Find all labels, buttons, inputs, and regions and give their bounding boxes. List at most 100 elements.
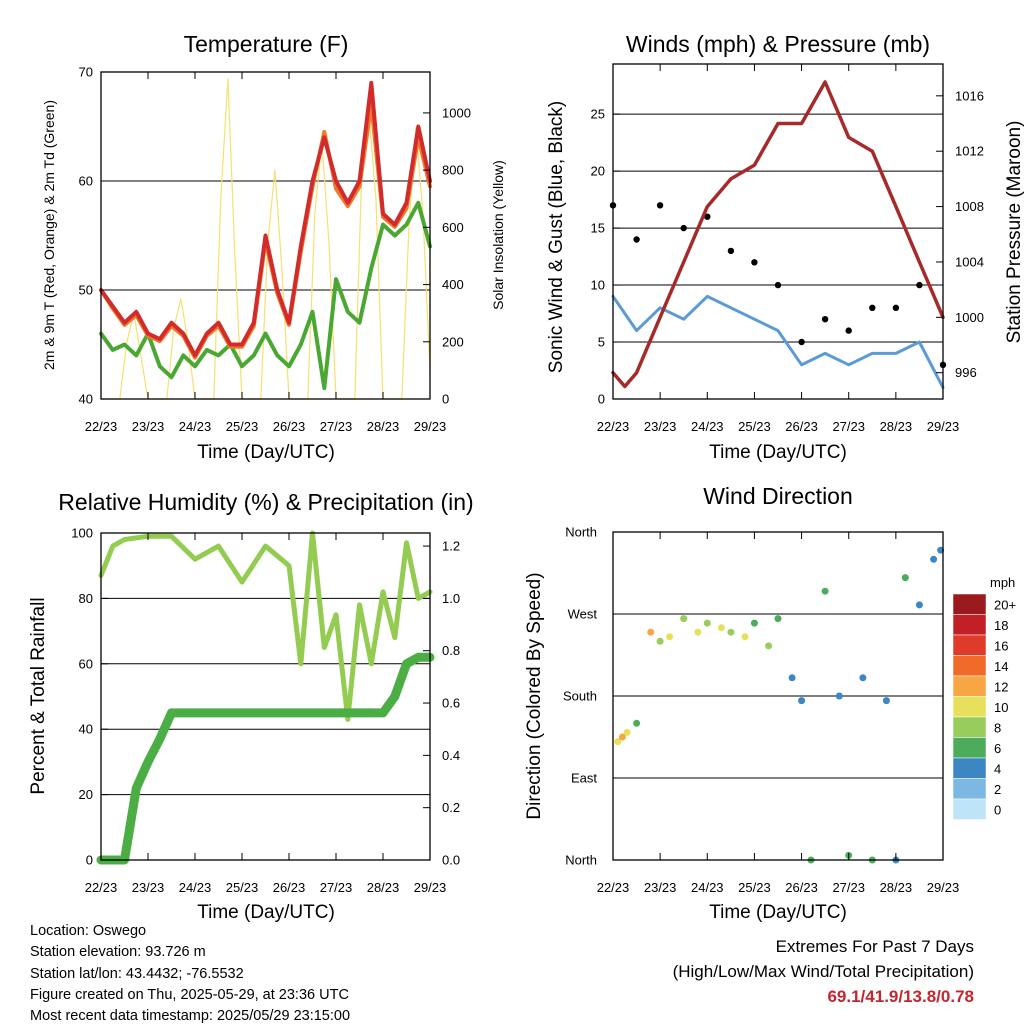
y-tick-label: 20 [79,787,93,802]
legend-label: 14 [994,659,1008,674]
legend-label: 6 [994,741,1001,756]
y2-tick-label: 1.0 [442,591,460,606]
gust-point [869,304,876,311]
humidity-line [98,530,433,722]
x-tick-label: 26/23 [273,880,306,895]
x-tick-label: 23/23 [644,880,677,895]
x-tick-label: 27/23 [832,880,865,895]
direction-point [882,697,890,705]
direction-point [798,697,806,705]
winds-title: Winds (mph) & Pressure (mb) [626,31,930,57]
gust-point [798,338,805,346]
x-tick-label: 23/23 [132,419,165,434]
rainfall-line [96,652,435,865]
x-tick-label: 28/23 [880,880,913,895]
x-tick-label: 27/23 [832,419,865,434]
direction-point [666,633,674,641]
y-tick-label: 15 [591,221,605,236]
direction-point [859,674,867,682]
y-tick-label: 5 [598,335,605,350]
y2-tick-label: 0.8 [442,643,460,658]
humidity-plot-frame [100,532,431,861]
x-tick-label: 25/23 [226,880,259,895]
x-tick-label: 24/23 [691,880,724,895]
y-tick-label: 40 [79,392,93,407]
legend-label: 18 [994,618,1008,633]
pressure-line [611,80,945,389]
legend-swatch [952,634,987,656]
legend-swatch [952,757,987,779]
y2-tick-label: 400 [442,277,464,292]
y-tick-label: South [563,689,597,704]
direction-xlabel: Time (Day/UTC) [709,902,847,923]
x-tick-label: 25/23 [738,880,771,895]
gust-point [916,281,923,289]
winds-ylabel: Sonic Wind & Gust (Blue, Black) [546,101,567,373]
temperature-xlabel: Time (Day/UTC) [197,442,335,463]
y-tick-label: 10 [591,278,605,293]
temperature-y2label: Solar Insolation (Yellow) [490,160,506,310]
recent-text: Most recent data timestamp: 2025/05/29 2… [30,1008,351,1025]
direction-point [750,619,758,627]
gust-point [680,224,687,232]
y-tick-label: 60 [79,656,93,671]
y-tick-label: 0 [598,392,605,407]
x-tick-label: 28/23 [367,419,400,434]
x-tick-label: 22/23 [85,419,118,434]
gust-point [845,327,852,334]
extremes-title: Extremes For Past 7 Days [775,937,974,956]
y2-tick-label: 1000 [955,310,984,325]
x-tick-label: 24/23 [179,880,212,895]
legend-label: 4 [994,761,1001,776]
y2-tick-label: 600 [442,220,464,235]
humidity-xlabel: Time (Day/UTC) [197,902,335,923]
y-tick-label: 100 [71,526,93,541]
extremes-box: Extremes For Past 7 Days (High/Low/Max W… [673,934,974,1009]
y2-tick-label: 0.4 [442,748,460,763]
direction-point [656,637,664,645]
legend-swatch [952,614,987,636]
y2-tick-label: 200 [442,334,464,349]
direction-point [727,628,735,636]
y2-tick-label: 0.2 [442,800,460,815]
elevation-text: Station elevation: 93.726 m [30,944,206,961]
x-tick-label: 29/23 [414,419,447,434]
direction-point [741,633,749,641]
temperature-plot-frame [100,71,431,400]
y-tick-label: North [565,525,597,540]
speed-legend: mph 20+ 18 16 14 12 10 8 6 4 2 0 [952,575,1016,820]
x-tick-label: 26/23 [785,419,818,434]
direction-ylabel: Direction (Colored By Speed) [524,572,545,819]
legend-label: 10 [994,700,1008,715]
gust-point [821,316,829,323]
dewpoint-line [99,200,432,391]
y-tick-label: North [565,853,597,868]
legend-swatch [952,655,987,677]
legend-swatch [952,778,987,800]
y-tick-label: West [568,607,598,622]
x-tick-label: 24/23 [179,419,212,434]
gust-point [656,202,664,209]
direction-point [930,555,938,563]
legend-label: 8 [994,720,1001,735]
direction-point [618,733,626,741]
legend-swatch [952,716,987,738]
x-tick-label: 29/23 [414,880,447,895]
y2-tick-label: 0.0 [442,853,460,868]
y-tick-label: 60 [79,174,93,189]
direction-point [765,642,773,650]
direction-point [915,601,923,609]
created-text: Figure created on Thu, 2025-05-29, at 23… [30,986,349,1003]
humidity-title: Relative Humidity (%) & Precipitation (i… [58,489,473,515]
direction-point [717,624,725,632]
y2-tick-label: 800 [442,163,464,178]
extremes-values: 69.1/41.9/13.8/0.78 [827,987,974,1006]
x-tick-label: 29/23 [927,419,960,434]
x-tick-label: 25/23 [226,419,259,434]
x-tick-label: 29/23 [927,880,960,895]
y-tick-label: 20 [591,164,605,179]
x-tick-label: 22/23 [85,880,118,895]
x-tick-label: 23/23 [644,419,677,434]
x-tick-label: 25/23 [738,419,771,434]
direction-point [821,587,829,595]
